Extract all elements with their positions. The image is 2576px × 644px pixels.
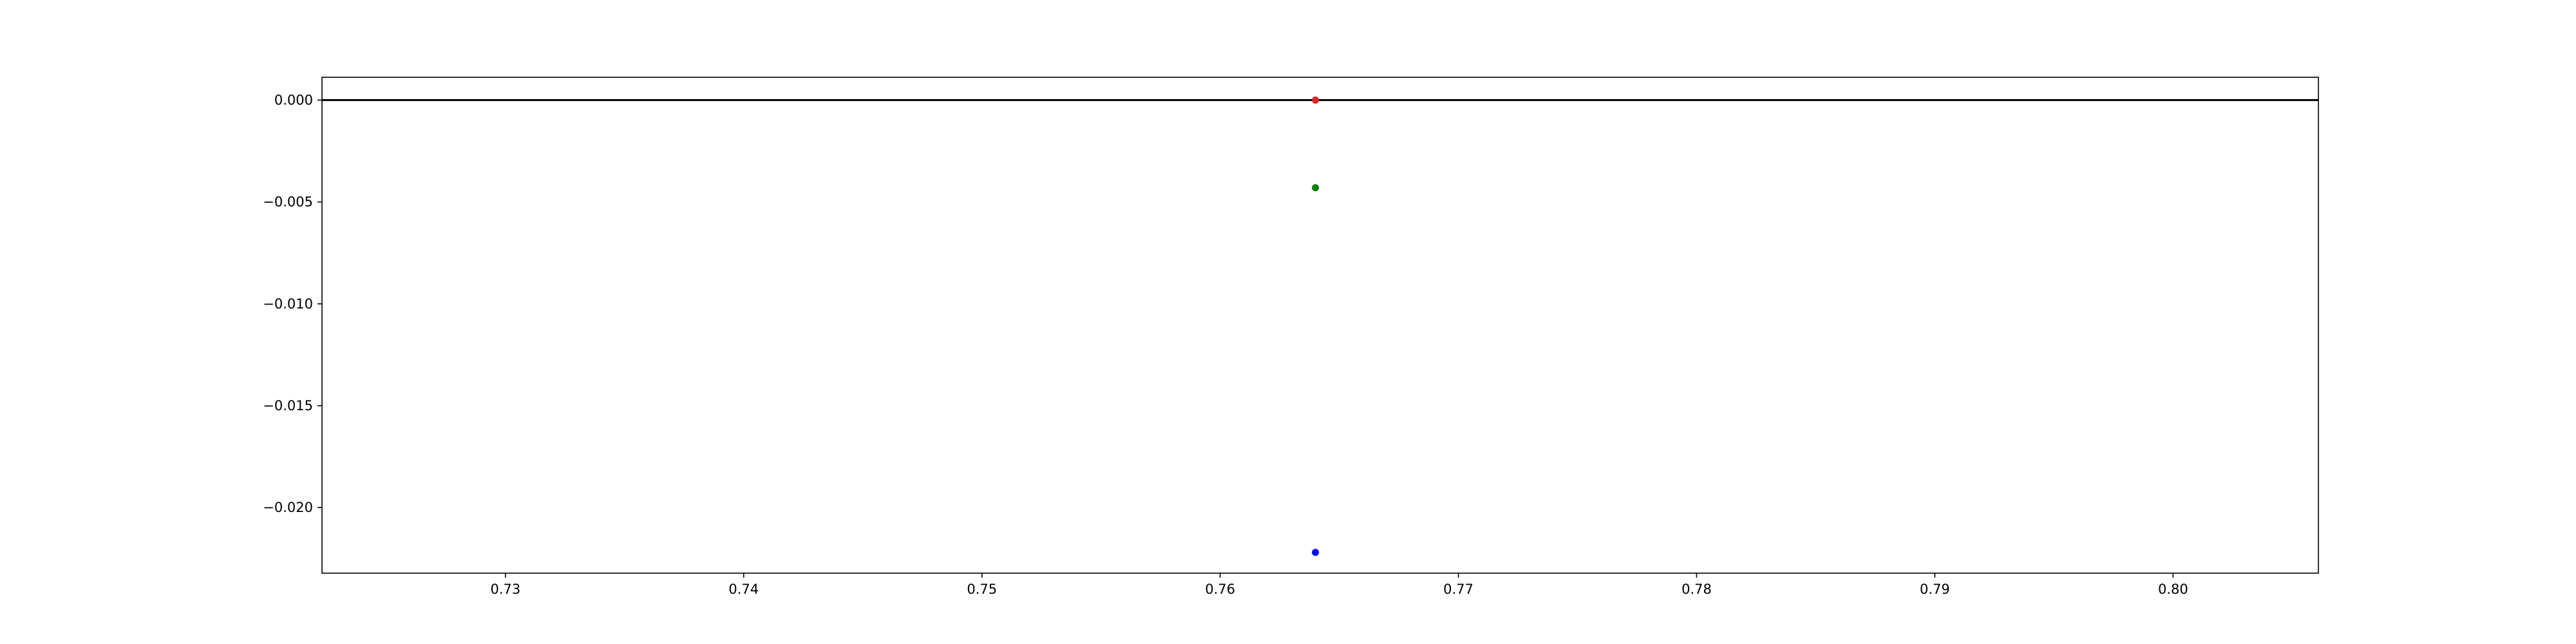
plot-area: 0.73 0.74 0.75 0.76 0.77 0.78 0.79 0.80 0.000 −0.… — [263, 77, 2319, 597]
x-tick-label: 0.74 — [728, 582, 759, 597]
y-tick-label: −0.015 — [263, 398, 313, 413]
x-tick-label: 0.80 — [2158, 582, 2188, 597]
y-tick-label: −0.010 — [263, 296, 313, 312]
x-tick-label: 0.73 — [490, 582, 520, 597]
x-tick-label: 0.76 — [1205, 582, 1235, 597]
green-point — [1312, 184, 1320, 191]
x-tick-label: 0.75 — [967, 582, 997, 597]
y-tick-label: −0.005 — [263, 194, 313, 210]
y-tick-label: −0.020 — [263, 500, 313, 515]
x-tick-label: 0.79 — [1920, 582, 1950, 597]
red-point — [1312, 96, 1320, 104]
blue-point — [1312, 549, 1320, 556]
y-tick-label: 0.000 — [274, 92, 313, 108]
x-tick-label: 0.78 — [1681, 582, 1712, 597]
axes-frame — [321, 77, 2319, 574]
x-tick-label: 0.77 — [1443, 582, 1473, 597]
